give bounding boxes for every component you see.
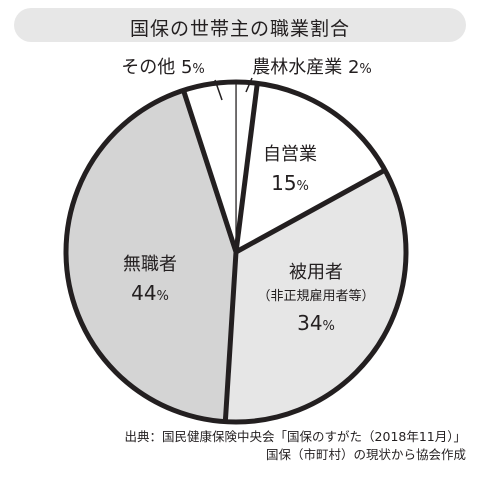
chart-title: 国保の世帯主の職業割合	[129, 18, 350, 40]
slice-value: 15%	[271, 171, 309, 195]
slice-label: 農林水産業 2%	[252, 57, 372, 78]
slice-separator	[233, 83, 260, 253]
slice-label: 無職者	[123, 254, 177, 275]
slice-value: 34%	[297, 311, 335, 335]
pie-chart: 農林水産業 2% 自営業 15% 被用者 （非正規雇用者等） 34% 無職者 44% その他 5…	[63, 57, 409, 425]
title-bar: 国保の世帯主の職業割合	[14, 8, 466, 42]
pie-outline	[63, 79, 409, 425]
source-line-1: 出典：国民健康保険中央会「国保のすがた（2018年11月）」	[124, 429, 466, 444]
slice-label: 被用者	[289, 262, 343, 283]
slice-label: 自営業	[263, 144, 317, 165]
slice-separator	[222, 251, 239, 422]
leader-line	[245, 77, 253, 93]
leader-line	[214, 79, 223, 101]
slice-separator	[181, 89, 239, 253]
slice-separator	[234, 167, 387, 255]
source-line-2: 国保（市町村）の現状から協会作成	[265, 447, 466, 462]
slice-label: その他 5%	[121, 57, 205, 78]
slice-sublabel: （非正規雇用者等）	[257, 288, 374, 304]
source-note: 出典：国民健康保険中央会「国保のすがた（2018年11月）」 国保（市町村）の現…	[125, 428, 466, 464]
slice-value: 44%	[131, 281, 169, 305]
